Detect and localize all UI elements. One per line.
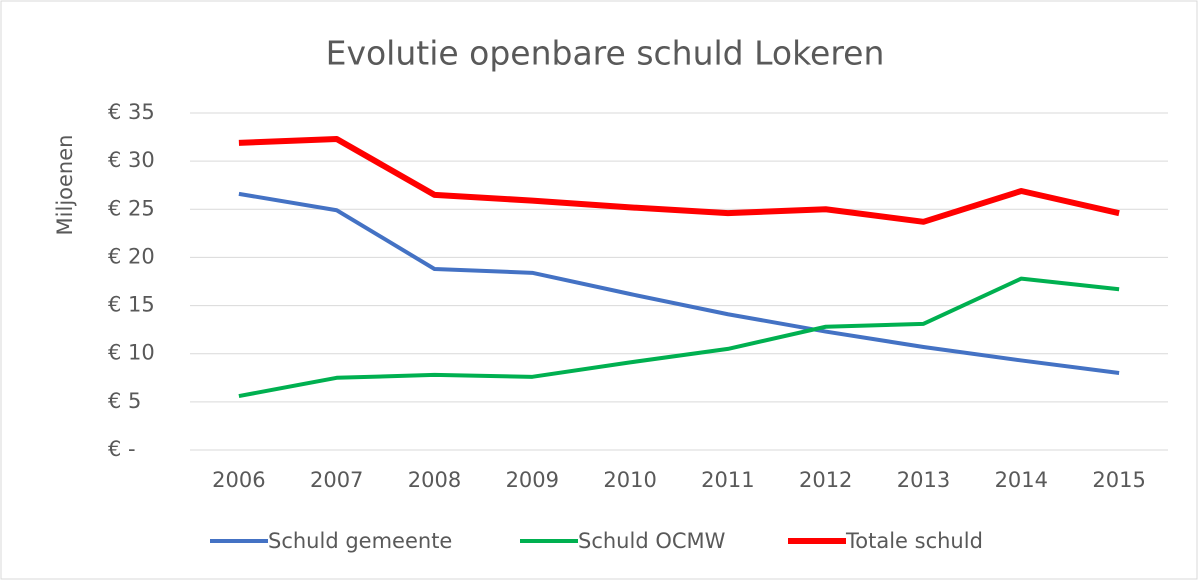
x-tick-label: 2011: [701, 468, 754, 492]
y-tick-label: € 20: [108, 244, 155, 268]
series-line: [238, 135, 1120, 225]
x-tick-label: 2013: [897, 468, 950, 492]
legend-label: Totale schuld: [845, 529, 983, 553]
x-tick-label: 2014: [995, 468, 1048, 492]
y-tick-label: € 25: [108, 196, 155, 220]
y-axis-title: Miljoenen: [53, 135, 77, 236]
series-line: [238, 191, 1120, 375]
y-tick-label: € 30: [108, 148, 155, 172]
y-tick-label: € 35: [108, 100, 155, 124]
x-tick-label: 2009: [506, 468, 559, 492]
x-tick-label: 2010: [603, 468, 656, 492]
x-tick-label: 2015: [1092, 468, 1145, 492]
legend-label: Schuld gemeente: [268, 529, 452, 553]
y-tick-label: € 5: [108, 389, 141, 413]
y-tick-label: € 15: [108, 293, 155, 317]
y-tick-label: € -: [108, 437, 136, 461]
x-tick-label: 2008: [408, 468, 461, 492]
x-tick-label: 2007: [310, 468, 363, 492]
chart-title: Evolutie openbare schuld Lokeren: [326, 34, 885, 73]
series-line: [238, 276, 1120, 399]
y-tick-label: € 10: [108, 341, 155, 365]
x-tick-label: 2006: [212, 468, 265, 492]
legend-label: Schuld OCMW: [578, 529, 726, 553]
x-tick-label: 2012: [799, 468, 852, 492]
